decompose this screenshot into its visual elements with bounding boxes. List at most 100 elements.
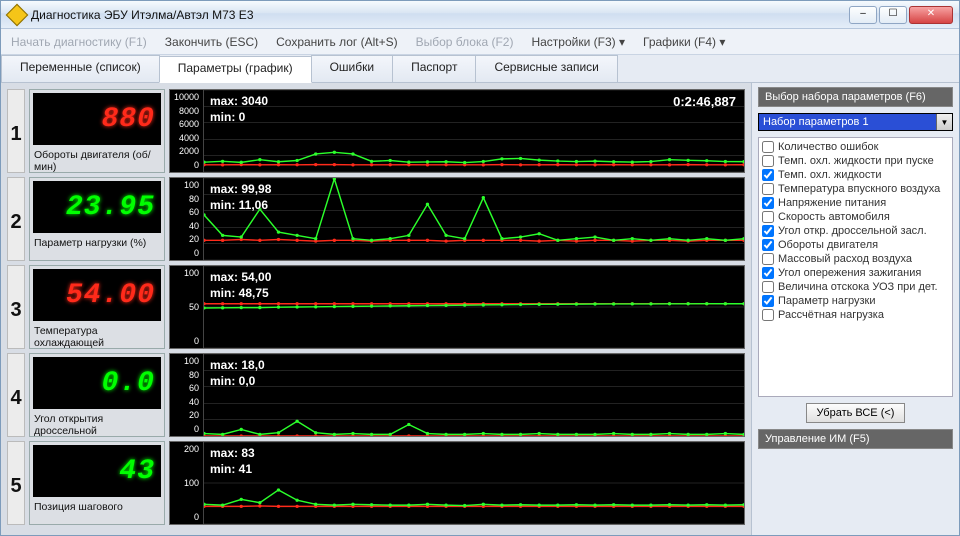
param-checkbox[interactable] (762, 183, 774, 195)
param-check[interactable]: Величина отскока УОЗ при дет. (760, 280, 951, 294)
param-set-combo[interactable]: ▼ (758, 113, 953, 131)
param-check-label: Скорость автомобиля (778, 211, 890, 223)
param-lcd: 0.0 (33, 357, 161, 409)
param-checkbox[interactable] (762, 253, 774, 265)
chart-minmax: max: 83min: 41 (210, 446, 255, 477)
param-check-label: Параметр нагрузки (778, 295, 876, 307)
param-lcd: 23.95 (33, 181, 161, 233)
param-lcd: 43 (33, 445, 161, 497)
param-lcd-wrap: 880Обороты двигателя (об/мин) (29, 89, 165, 173)
param-lcd-wrap: 23.95 Параметр нагрузки (%) (29, 177, 165, 261)
tab[interactable]: Сервисные записи (475, 55, 617, 82)
param-checkbox[interactable] (762, 309, 774, 321)
param-checkbox[interactable] (762, 281, 774, 293)
param-lcd-wrap: 54.00 Температура охлаждающей (29, 265, 165, 349)
chart-plot: max: 18,0min: 0,0 (204, 354, 744, 436)
param-set-input[interactable] (759, 114, 936, 130)
param-lcd: 54.00 (33, 269, 161, 321)
param-check[interactable]: Обороты двигателя (760, 238, 951, 252)
tab[interactable]: Переменные (список) (1, 55, 160, 82)
param-check-label: Угол откр. дроссельной засл. (778, 225, 927, 237)
param-checkbox[interactable] (762, 239, 774, 251)
param-label: Параметр нагрузки (%) (30, 236, 164, 260)
param-chart: 1000080006000400020000max: 3040min: 00:2… (169, 89, 745, 173)
chart-minmax: max: 18,0min: 0,0 (210, 358, 265, 389)
param-chart: 2001000max: 83min: 41 (169, 441, 745, 525)
window-min-button[interactable]: – (849, 6, 877, 24)
param-checkbox[interactable] (762, 197, 774, 209)
param-check[interactable]: Параметр нагрузки (760, 294, 951, 308)
param-chart: 100806040200max: 99,98min: 11,06 (169, 177, 745, 261)
param-checkbox[interactable] (762, 141, 774, 153)
param-row: 223.95Параметр нагрузки (%)100806040200m… (7, 177, 745, 261)
param-check[interactable]: Температура впускного воздуха (760, 182, 951, 196)
chart-yaxis: 100500 (170, 266, 204, 348)
param-lcd-wrap: 43 Позиция шагового (29, 441, 165, 525)
chart-yaxis: 100806040200 (170, 178, 204, 260)
charts-panel: 1880Обороты двигателя (об/мин)1000080006… (1, 83, 751, 535)
menu-item[interactable]: Сохранить лог (Alt+S) (276, 35, 398, 49)
param-row: 543Позиция шагового2001000max: 83min: 41 (7, 441, 745, 525)
window-max-button[interactable]: ☐ (879, 6, 907, 24)
param-check[interactable]: Темп. охл. жидкости при пуске (760, 154, 951, 168)
param-check-label: Температура впускного воздуха (778, 183, 940, 195)
right-panel: Выбор набора параметров (F6) ▼ Количеств… (751, 83, 959, 535)
param-lcd: 880 (33, 93, 161, 145)
param-check[interactable]: Темп. охл. жидкости (760, 168, 951, 182)
menu-item[interactable]: Графики (F4) ▾ (643, 35, 725, 49)
control-im-header: Управление ИМ (F5) (758, 429, 953, 449)
tab[interactable]: Параметры (график) (159, 56, 312, 83)
param-checkbox[interactable] (762, 211, 774, 223)
param-check[interactable]: Рассчётная нагрузка (760, 308, 951, 322)
param-checkbox[interactable] (762, 155, 774, 167)
remove-all-button[interactable]: Убрать ВСЕ (<) (806, 403, 906, 423)
chart-minmax: max: 3040min: 0 (210, 94, 268, 125)
param-set-dropdown-button[interactable]: ▼ (936, 114, 952, 130)
param-number: 1 (7, 89, 25, 173)
param-checkbox[interactable] (762, 295, 774, 307)
menu-item[interactable]: Настройки (F3) ▾ (531, 35, 625, 49)
param-check[interactable]: Количество ошибок (760, 140, 951, 154)
app-icon (6, 3, 29, 26)
chart-yaxis: 100806040200 (170, 354, 204, 436)
param-check[interactable]: Массовый расход воздуха (760, 252, 951, 266)
param-check-list[interactable]: Количество ошибок Темп. охл. жидкости при… (758, 137, 953, 397)
tab[interactable]: Ошибки (311, 55, 394, 82)
window-titlebar: Диагностика ЭБУ Итэлма/Автэл М73 E3 – ☐ … (1, 1, 959, 29)
param-check-label: Массовый расход воздуха (778, 253, 912, 265)
param-chart: 100806040200max: 18,0min: 0,0 (169, 353, 745, 437)
chart-plot: max: 99,98min: 11,06 (204, 178, 744, 260)
param-label: Позиция шагового (30, 500, 164, 524)
menu-item: Выбор блока (F2) (416, 35, 514, 49)
param-row: 40.0Угол открытия дроссельной10080604020… (7, 353, 745, 437)
param-label: Температура охлаждающей (30, 324, 164, 348)
param-check[interactable]: Угол опережения зажигания (760, 266, 951, 280)
menu-item[interactable]: Закончить (ESC) (165, 35, 258, 49)
param-set-header: Выбор набора параметров (F6) (758, 87, 953, 107)
window-close-button[interactable]: ✕ (909, 6, 953, 24)
param-row: 354.00 Температура охлаждающей100500max: … (7, 265, 745, 349)
param-lcd-wrap: 0.0 Угол открытия дроссельной (29, 353, 165, 437)
param-label: Угол открытия дроссельной (30, 412, 164, 436)
param-check[interactable]: Напряжение питания (760, 196, 951, 210)
param-check-label: Темп. охл. жидкости при пуске (778, 155, 934, 167)
param-checkbox[interactable] (762, 169, 774, 181)
param-checkbox[interactable] (762, 267, 774, 279)
param-check-label: Количество ошибок (778, 141, 878, 153)
chart-yaxis: 2001000 (170, 442, 204, 524)
menubar: Начать диагностику (F1) Закончить (ESC) Со… (1, 29, 959, 55)
param-check[interactable]: Скорость автомобиля (760, 210, 951, 224)
param-check-label: Обороты двигателя (778, 239, 878, 251)
param-check[interactable]: Угол откр. дроссельной засл. (760, 224, 951, 238)
param-chart: 100500max: 54,00min: 48,75 (169, 265, 745, 349)
param-number: 3 (7, 265, 25, 349)
chart-timestamp: 0:2:46,887 (673, 94, 736, 109)
chart-plot: max: 54,00min: 48,75 (204, 266, 744, 348)
menu-item: Начать диагностику (F1) (11, 35, 147, 49)
tab[interactable]: Паспорт (392, 55, 476, 82)
chart-minmax: max: 99,98min: 11,06 (210, 182, 271, 213)
param-checkbox[interactable] (762, 225, 774, 237)
chart-minmax: max: 54,00min: 48,75 (210, 270, 271, 301)
param-check-label: Рассчётная нагрузка (778, 309, 884, 321)
chart-plot: max: 83min: 41 (204, 442, 744, 524)
